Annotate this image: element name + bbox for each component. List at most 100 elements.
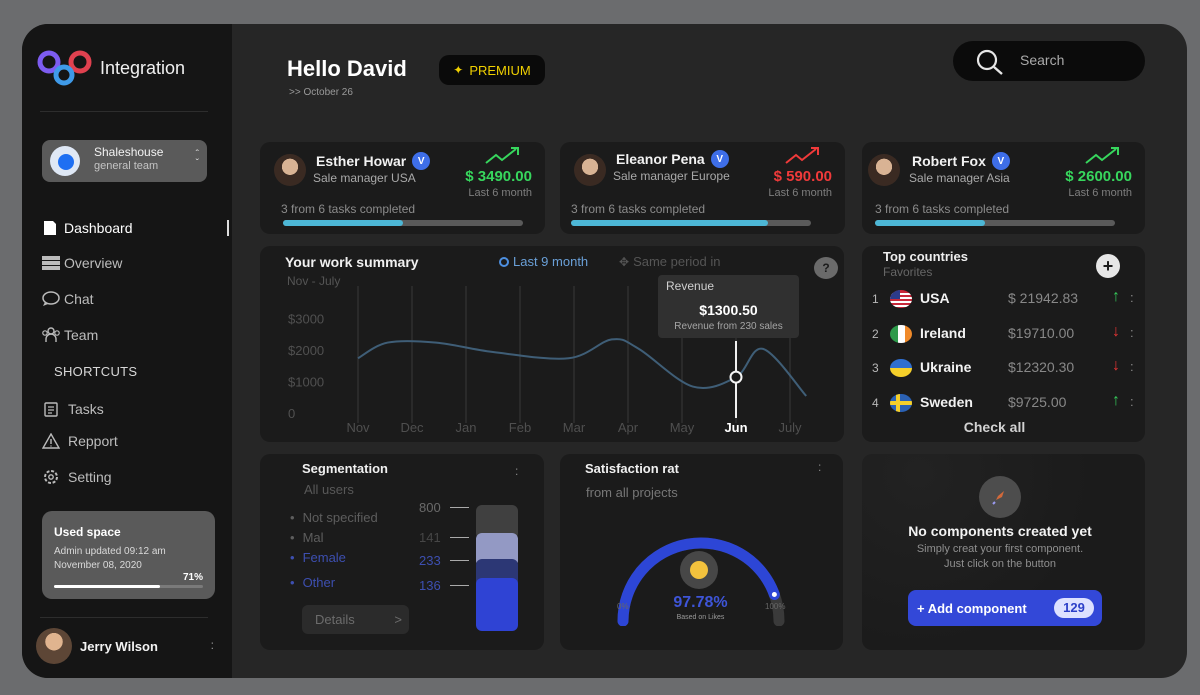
x-tick-label: Feb [509,420,531,435]
check-all-link[interactable]: Check all [963,419,1026,435]
segment-item: • Mal [290,530,324,545]
warning-icon [42,433,60,449]
nav-label: Dashboard [64,220,133,236]
satisfaction-note: Based on Likes [676,614,725,621]
work-summary-card: Your work summary Nov - July Last 9 mont… [260,246,844,442]
country-row[interactable]: 1 USA $ 21942.83 ↑: [872,288,1137,312]
country-row[interactable]: 3 Ukraine $12320.30 ↓: [872,357,1137,381]
tasks-progress-fill [875,220,986,226]
verified-icon: V [412,152,431,170]
more-icon[interactable]: : [515,464,519,478]
country-name: Sweden [920,394,973,410]
divider [40,111,208,112]
tasks-progress [571,220,811,226]
nav-item-team[interactable]: Team [42,327,98,343]
add-button[interactable]: + [1096,254,1120,278]
user-profile[interactable]: Jerry Wilson : [36,628,222,664]
legend-same-period[interactable]: ✥ Same period in [619,254,721,269]
tick-line [450,537,469,538]
team-icon [42,327,60,342]
segment-label: Mal [302,530,324,545]
x-tick-label: May [670,420,695,435]
tooltip-subtitle: Revenue from 230 sales [674,321,783,332]
details-button[interactable]: Details > [302,605,409,634]
country-row[interactable]: 2 Ireland $19710.00 ↓: [872,323,1137,347]
page-date: >> October 26 [289,87,353,98]
search-icon [976,49,1003,75]
verified-icon: V [710,150,729,168]
trend-arrow-icon: ↓ [1112,323,1120,340]
user-menu-icon[interactable]: : [210,638,214,652]
nav-item-tasks[interactable]: Tasks [42,401,104,417]
nav-item-dashboard[interactable]: Dashboard [42,220,133,236]
person-card[interactable]: Esther Howar V Sale manager USA $ 3490.00… [260,142,545,234]
tasks-progress-fill [283,220,403,226]
x-tick-label: Apr [618,420,639,435]
details-label: Details [315,612,355,627]
flag-ukraine-icon [890,359,912,377]
more-icon[interactable]: : [1130,359,1134,374]
used-space-progress-fill [54,585,160,588]
gauge-max-label: 100% [765,602,786,611]
legend-last-9-month[interactable]: Last 9 month [499,254,588,269]
more-icon[interactable]: : [1130,394,1134,409]
used-space-progress [54,585,203,588]
nav-item-repport[interactable]: Repport [42,433,118,449]
trend-up-icon [785,147,819,164]
country-rank: 2 [872,327,879,341]
nav-item-overview[interactable]: Overview [42,255,122,271]
segmentation-bar [476,505,518,631]
segment-label: Not specified [302,510,378,525]
person-amount: $ 3490.00 [465,168,532,185]
y-tick-label: $3000 [288,312,324,327]
tasks-progress [875,220,1115,226]
page-title: Hello David [287,56,407,81]
search-input[interactable]: Search [953,41,1145,81]
y-tick-label: $2000 [288,343,324,358]
gauge-marker [771,592,777,598]
premium-badge[interactable]: ✦ PREMIUM [439,55,545,85]
tick-line [450,585,469,586]
person-period: Last 6 month [768,187,832,199]
help-icon[interactable]: ? [814,257,838,279]
more-icon[interactable]: : [1130,290,1134,305]
add-component-button[interactable]: + Add component 129 [908,590,1102,626]
components-title: No components created yet [908,523,1092,539]
used-space-card: Used space Admin updated 09:12 am Novemb… [42,511,215,599]
nav-item-setting[interactable]: Setting [42,469,112,485]
person-name: Esther Howar [316,153,407,169]
person-role: Sale manager Europe [613,169,730,183]
person-tasks: 3 from 6 tasks completed [281,202,416,216]
more-icon[interactable]: : [818,460,822,474]
nav-label: Overview [64,255,123,271]
nav-label: Team [64,327,99,343]
work-summary-range: Nov - July [287,274,341,288]
person-card[interactable]: Robert Fox V Sale manager Asia $ 2600.00 … [862,142,1145,234]
used-space-title: Used space [54,525,121,539]
person-tasks: 3 from 6 tasks completed [875,202,1010,216]
tick-line [450,507,469,508]
top-countries-subtitle: Favorites [883,265,933,279]
more-icon[interactable]: : [1130,325,1134,340]
avatar [274,154,306,186]
satisfaction-title: Satisfaction rat [585,461,679,476]
rocket-icon [979,476,1021,518]
divider [40,617,208,618]
tick-label: 800 [419,500,441,515]
radio-icon [499,256,509,267]
components-subtitle: Simply creat your first component. Just c… [862,542,1138,572]
person-amount: $ 590.00 [773,168,832,185]
nav-label: Chat [64,291,94,307]
move-icon: ✥ [619,254,630,269]
person-card[interactable]: Eleanor Pena V Sale manager Europe $ 590.… [560,142,845,234]
document-icon [44,221,56,235]
country-row[interactable]: 4 Sweden $9725.00 ↑: [872,392,1137,416]
trend-arrow-icon: ↓ [1112,357,1120,374]
nav-item-chat[interactable]: Chat [42,291,94,307]
series-line [357,338,807,397]
gauge-fill [617,537,780,626]
chart-tooltip: Revenue $1300.50 Revenue from 230 sales [658,275,799,338]
tooltip-value: $1300.50 [699,302,758,318]
highlight-point[interactable] [729,370,743,384]
